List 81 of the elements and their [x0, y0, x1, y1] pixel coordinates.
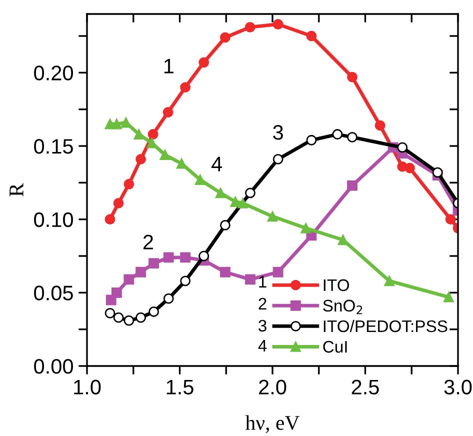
x-tick-label: 2.5 — [352, 380, 379, 394]
point — [113, 198, 124, 208]
y-axis-title: R — [10, 183, 24, 196]
annotation: 3 — [273, 125, 283, 140]
point — [445, 214, 456, 225]
point — [148, 258, 159, 269]
point — [163, 293, 174, 304]
annotation: 4 — [212, 156, 222, 172]
point — [215, 188, 226, 198]
point — [104, 214, 116, 225]
point — [136, 266, 146, 278]
y-tick-label: 0.00 — [34, 359, 73, 374]
point — [146, 138, 158, 148]
point — [300, 222, 312, 234]
point — [374, 120, 386, 131]
point — [272, 19, 284, 30]
point — [238, 198, 248, 208]
point — [124, 274, 134, 285]
legend-label: SnO$_{2}$ — [323, 300, 362, 314]
point — [113, 312, 124, 323]
text: 3 — [258, 320, 266, 332]
point — [220, 32, 230, 43]
point — [194, 174, 206, 185]
point — [180, 82, 191, 93]
point — [198, 57, 210, 68]
x-tick-label: 1.0 — [74, 380, 101, 394]
point — [220, 266, 230, 278]
point — [244, 22, 256, 32]
point — [176, 158, 187, 169]
point — [160, 150, 170, 160]
point — [163, 252, 174, 263]
point — [136, 154, 146, 164]
point — [124, 315, 134, 326]
point — [306, 30, 317, 42]
y-tick-label: 0.05 — [34, 286, 73, 300]
point — [198, 250, 210, 262]
legend-label: ITO — [324, 279, 350, 292]
point — [432, 167, 443, 178]
y-tick-label: 0.10 — [34, 212, 73, 228]
legend-label: CuI — [323, 340, 347, 353]
point — [338, 234, 348, 246]
point — [384, 276, 395, 286]
text: 1 — [259, 276, 266, 288]
point — [124, 178, 134, 190]
point — [404, 162, 415, 174]
point — [111, 287, 122, 298]
text: 2 — [258, 298, 266, 310]
point — [162, 107, 174, 118]
x-axis-title: hν, eV — [245, 415, 300, 433]
point — [104, 308, 116, 318]
point — [397, 142, 408, 153]
y-tick-label: 0.15 — [34, 139, 73, 154]
point — [444, 292, 454, 302]
y-tick-label: 0.20 — [34, 66, 73, 80]
text: 4 — [258, 340, 267, 352]
x-tick-label: 1.5 — [166, 380, 194, 394]
point — [272, 154, 284, 164]
point — [120, 117, 132, 128]
point — [220, 220, 230, 230]
point — [180, 276, 191, 286]
point — [111, 118, 122, 130]
annotation: 2 — [143, 234, 153, 250]
point — [134, 129, 144, 140]
point — [148, 129, 158, 140]
point — [306, 134, 317, 146]
point — [332, 129, 343, 140]
annotation: 1 — [164, 58, 174, 74]
point — [347, 72, 358, 82]
point — [347, 132, 358, 142]
point — [267, 211, 278, 222]
legend-label: ITO/PEDOT:PSS — [324, 320, 448, 332]
point — [245, 188, 256, 198]
x-tick-label: 2.0 — [259, 380, 286, 394]
x-tick-label: 3.0 — [444, 380, 472, 394]
point — [148, 306, 159, 317]
point — [347, 180, 358, 191]
point — [245, 274, 256, 285]
point — [180, 252, 191, 263]
point — [230, 196, 241, 207]
point — [136, 312, 146, 323]
point — [272, 266, 284, 278]
